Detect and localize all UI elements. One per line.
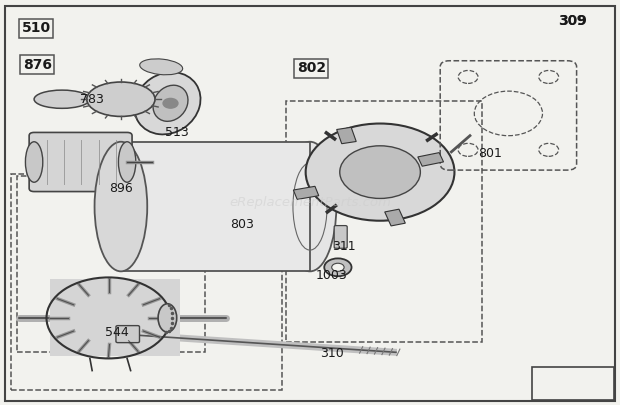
Bar	[286, 101, 482, 342]
Text: 513: 513	[165, 126, 188, 139]
Ellipse shape	[95, 142, 148, 271]
Ellipse shape	[140, 59, 183, 75]
Text: 309: 309	[559, 14, 587, 28]
Circle shape	[324, 258, 352, 276]
Text: 311: 311	[332, 240, 356, 253]
Bar	[337, 127, 356, 144]
Ellipse shape	[283, 142, 336, 271]
Bar	[17, 176, 205, 352]
Circle shape	[163, 98, 178, 108]
Ellipse shape	[87, 82, 155, 117]
Text: 510: 510	[22, 21, 50, 35]
Bar	[50, 279, 180, 356]
Bar	[418, 153, 443, 166]
Text: 544: 544	[105, 326, 128, 339]
Ellipse shape	[118, 142, 136, 182]
Text: 802: 802	[297, 61, 326, 75]
Ellipse shape	[153, 85, 188, 122]
Circle shape	[332, 263, 344, 271]
Ellipse shape	[34, 90, 90, 109]
Circle shape	[306, 124, 454, 221]
FancyBboxPatch shape	[334, 226, 347, 248]
Bar	[385, 209, 405, 226]
Text: 1003: 1003	[316, 269, 348, 282]
Text: 876: 876	[23, 58, 51, 72]
Text: 801: 801	[478, 147, 502, 160]
Text: 896: 896	[109, 182, 133, 195]
Text: 310: 310	[320, 347, 343, 360]
Polygon shape	[121, 142, 310, 271]
Circle shape	[340, 146, 420, 198]
Bar	[11, 174, 282, 390]
Text: 309: 309	[560, 14, 586, 28]
Text: 803: 803	[230, 218, 254, 231]
Ellipse shape	[25, 142, 43, 182]
FancyBboxPatch shape	[116, 326, 140, 343]
Ellipse shape	[158, 304, 177, 332]
Bar	[293, 186, 319, 199]
Text: eReplacementParts.com: eReplacementParts.com	[229, 196, 391, 209]
Bar	[532, 367, 614, 400]
FancyBboxPatch shape	[29, 132, 132, 192]
Text: 783: 783	[80, 93, 104, 106]
Ellipse shape	[135, 72, 200, 134]
